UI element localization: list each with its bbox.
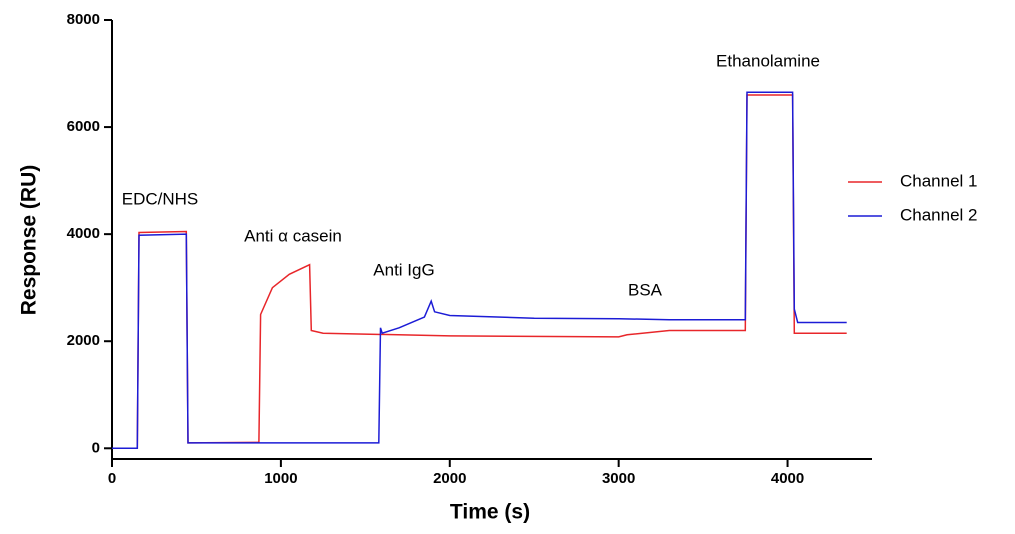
x-tick-label: 1000 [264, 470, 297, 487]
x-tick-label: 3000 [602, 470, 635, 487]
y-tick-label: 4000 [67, 225, 100, 242]
legend-label: Channel 2 [900, 205, 978, 224]
annotation: BSA [628, 280, 663, 299]
y-tick-label: 0 [92, 439, 100, 456]
annotation: EDC/NHS [122, 189, 199, 208]
x-tick-label: 4000 [771, 470, 804, 487]
legend-label: Channel 1 [900, 171, 978, 190]
series-line [112, 94, 847, 450]
y-tick-label: 6000 [67, 118, 100, 135]
series-line [112, 91, 847, 450]
x-tick-label: 0 [108, 470, 116, 487]
y-tick-label: 2000 [67, 332, 100, 349]
x-tick-label: 2000 [433, 470, 466, 487]
y-tick-label: 8000 [67, 11, 100, 28]
annotation: Anti α casein [244, 226, 342, 245]
x-axis-title: Time (s) [450, 501, 530, 524]
y-axis-title: Response (RU) [18, 165, 41, 316]
annotation: Anti IgG [373, 260, 434, 279]
annotation: Ethanolamine [716, 51, 820, 70]
